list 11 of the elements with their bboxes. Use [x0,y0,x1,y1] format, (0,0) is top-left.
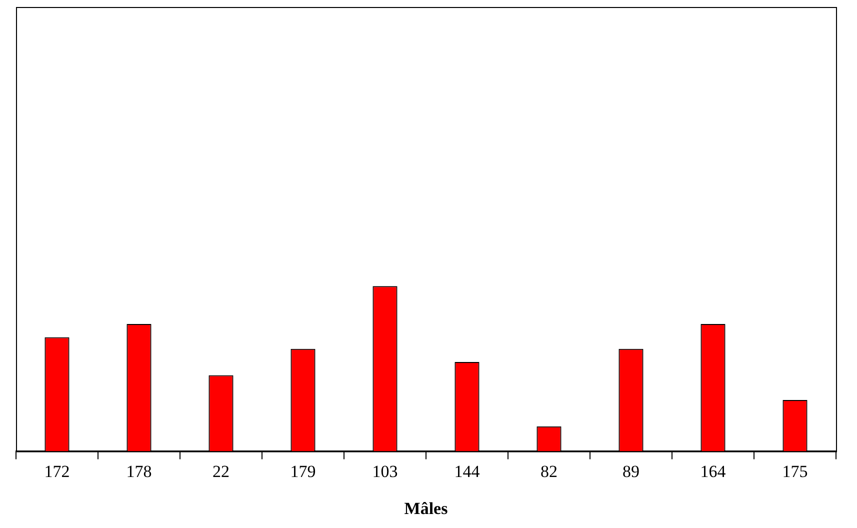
x-tick-label: 178 [126,462,152,481]
x-tick-label: 82 [540,462,558,481]
x-tick-label: 164 [700,462,726,481]
x-tick-label: 89 [622,462,640,481]
x-tick-label: 103 [372,462,398,481]
x-tick-label: 22 [212,462,230,481]
x-tick-label: 144 [454,462,480,481]
x-tick-label: 179 [290,462,316,481]
x-axis-title: Mâles [404,499,448,518]
x-tick-label: 172 [44,462,70,481]
x-tick-label: 175 [782,462,808,481]
